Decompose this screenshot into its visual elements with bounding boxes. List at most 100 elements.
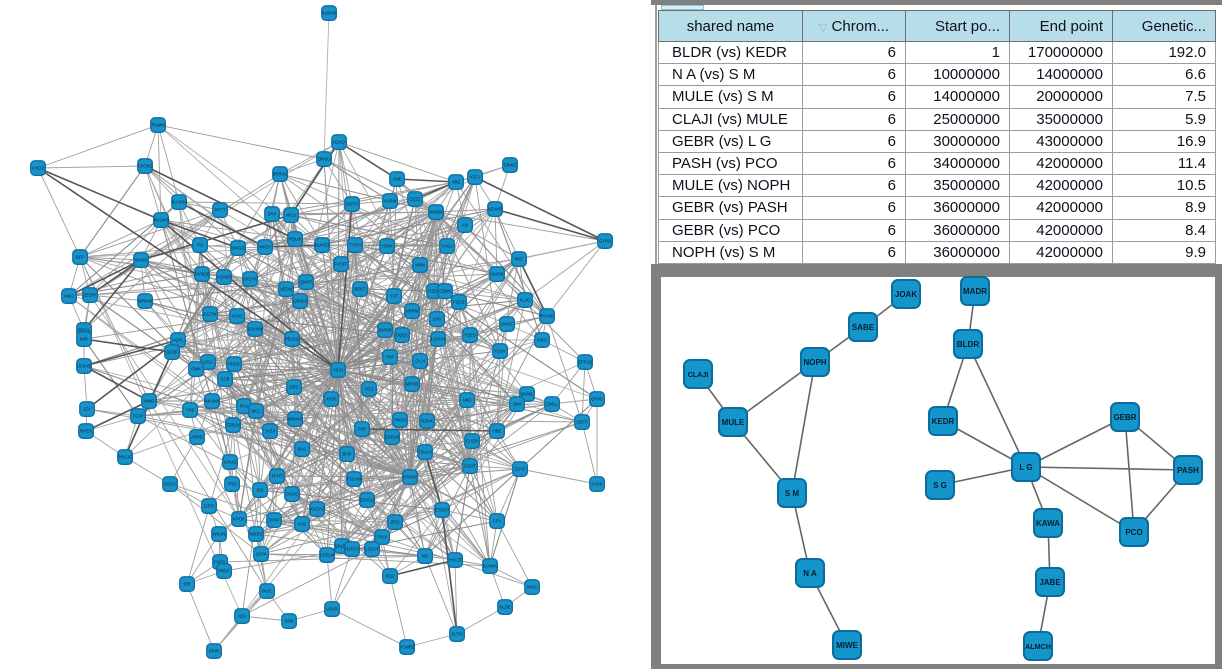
svg-text:CILH: CILH xyxy=(415,359,425,364)
svg-text:SLTIV: SLTIV xyxy=(451,632,463,637)
svg-text:GNUQ: GNUQ xyxy=(224,460,237,465)
svg-text:COOZ: COOZ xyxy=(32,166,45,171)
svg-text:SQD: SQD xyxy=(385,574,394,579)
svg-text:ETDFP: ETDFP xyxy=(435,508,449,513)
svg-text:WXUN: WXUN xyxy=(213,532,226,537)
svg-text:QRWU: QRWU xyxy=(293,299,306,304)
svg-text:GSFUN: GSFUN xyxy=(385,435,400,440)
svg-text:XUADM: XUADM xyxy=(171,200,187,205)
svg-text:TRAY: TRAY xyxy=(377,535,388,540)
svg-text:KHZ: KHZ xyxy=(298,522,307,527)
svg-text:BRRAC: BRRAC xyxy=(273,172,288,177)
svg-text:EUQB: EUQB xyxy=(466,439,478,444)
svg-text:QIM: QIM xyxy=(513,402,521,407)
svg-text:WSES: WSES xyxy=(250,532,263,537)
svg-text:MUG: MUG xyxy=(527,585,537,590)
svg-text:IER: IER xyxy=(184,582,191,587)
svg-text:TWDV: TWDV xyxy=(394,418,407,423)
svg-text:S M: S M xyxy=(785,489,800,498)
svg-text:UKD: UKD xyxy=(463,398,472,403)
svg-text:QCDF: QCDF xyxy=(166,350,178,355)
svg-text:YQEO: YQEO xyxy=(464,333,477,338)
svg-text:ZEENT: ZEENT xyxy=(83,293,97,298)
svg-text:TYOH: TYOH xyxy=(349,243,361,248)
svg-text:UYELM: UYELM xyxy=(320,553,335,558)
svg-text:S G: S G xyxy=(933,481,947,490)
svg-text:SSVWN: SSVWN xyxy=(247,327,262,332)
svg-text:LHG: LHG xyxy=(433,317,442,322)
svg-text:ITG: ITG xyxy=(197,243,204,248)
svg-text:GDFV: GDFV xyxy=(164,482,176,487)
svg-text:SPQYF: SPQYF xyxy=(243,277,258,282)
svg-text:ODTV: ODTV xyxy=(346,202,358,207)
svg-text:TSUAX: TSUAX xyxy=(418,450,432,455)
svg-text:INMO: INMO xyxy=(144,399,156,404)
svg-text:WDYL: WDYL xyxy=(78,328,91,333)
svg-text:NOPH: NOPH xyxy=(803,358,826,367)
svg-text:JVC: JVC xyxy=(256,488,264,493)
svg-text:AQYL: AQYL xyxy=(172,338,184,343)
svg-text:OWK: OWK xyxy=(191,367,201,372)
svg-text:NKAMV: NKAMV xyxy=(205,399,220,404)
svg-text:WCL: WCL xyxy=(251,409,261,414)
svg-text:ZIRC: ZIRC xyxy=(289,385,299,390)
svg-text:MMVAP: MMVAP xyxy=(287,417,302,422)
svg-text:WRKW: WRKW xyxy=(138,299,152,304)
svg-text:NZVKR: NZVKR xyxy=(488,207,502,212)
svg-text:HZPZY: HZPZY xyxy=(345,547,359,552)
svg-text:YUT: YUT xyxy=(390,294,399,299)
svg-text:YSXJ: YSXJ xyxy=(333,368,343,373)
svg-text:MIR: MIR xyxy=(80,337,88,342)
svg-text:MUML: MUML xyxy=(521,392,534,397)
svg-text:AKLU: AKLU xyxy=(286,213,297,218)
svg-text:OQQC: OQQC xyxy=(396,333,409,338)
svg-text:MPOB: MPOB xyxy=(406,382,419,387)
svg-text:RQLW: RQLW xyxy=(289,237,301,242)
svg-text:DMGO: DMGO xyxy=(231,246,245,251)
svg-text:HBE: HBE xyxy=(493,429,502,434)
svg-text:ARRE: ARRE xyxy=(191,435,203,440)
svg-text:YRO: YRO xyxy=(227,482,237,487)
svg-text:VBG: VBG xyxy=(452,180,461,185)
svg-text:JZV: JZV xyxy=(83,407,91,412)
svg-text:XEDM: XEDM xyxy=(280,287,293,292)
svg-text:WVBM: WVBM xyxy=(429,210,443,215)
svg-text:GGTW: GGTW xyxy=(203,312,216,317)
svg-text:RHEX: RHEX xyxy=(80,429,92,434)
svg-text:QRGU: QRGU xyxy=(318,157,331,162)
svg-text:UCXVE: UCXVE xyxy=(77,364,92,369)
svg-text:USIIR: USIIR xyxy=(326,607,337,612)
svg-text:VGQ: VGQ xyxy=(364,387,374,392)
svg-text:RYUAD: RYUAD xyxy=(540,314,555,319)
svg-text:YZFJ: YZFJ xyxy=(470,175,480,180)
svg-text:NZAQ: NZAQ xyxy=(333,140,345,145)
svg-text:BAS: BAS xyxy=(298,447,307,452)
svg-text:OVSQE: OVSQE xyxy=(195,272,210,277)
svg-text:PCO: PCO xyxy=(1125,528,1142,537)
svg-text:BFIF: BFIF xyxy=(342,452,352,457)
svg-text:GEBR: GEBR xyxy=(1113,413,1136,422)
svg-text:DYV: DYV xyxy=(268,212,277,217)
svg-text:FSSV: FSSV xyxy=(495,349,506,354)
svg-text:NRRM: NRRM xyxy=(406,309,419,314)
svg-text:LEVX: LEVX xyxy=(256,552,267,557)
svg-text:OHUT: OHUT xyxy=(501,322,513,327)
svg-text:SABE: SABE xyxy=(852,323,875,332)
svg-text:KLEVU: KLEVU xyxy=(310,507,324,512)
svg-text:YGNRZ: YGNRZ xyxy=(400,645,415,650)
svg-text:WVLWO: WVLWO xyxy=(153,218,170,223)
svg-text:ALMCH: ALMCH xyxy=(1025,642,1051,651)
svg-text:N A: N A xyxy=(803,569,817,578)
svg-text:AQXBR: AQXBR xyxy=(217,275,232,280)
svg-text:LSZXY: LSZXY xyxy=(365,547,378,552)
svg-text:VNDG: VNDG xyxy=(228,362,240,367)
svg-text:KLJG: KLJG xyxy=(520,298,530,303)
svg-text:PZSR: PZSR xyxy=(428,289,439,294)
svg-text:HYP: HYP xyxy=(386,355,395,360)
svg-text:YXS: YXS xyxy=(186,408,195,413)
svg-text:ZZRJU: ZZRJU xyxy=(226,423,239,428)
svg-text:RYTT: RYTT xyxy=(215,208,226,213)
svg-text:WXXN: WXXN xyxy=(135,258,148,263)
svg-text:BUVSD: BUVSD xyxy=(315,243,329,248)
svg-text:TCJY: TCJY xyxy=(133,414,144,419)
